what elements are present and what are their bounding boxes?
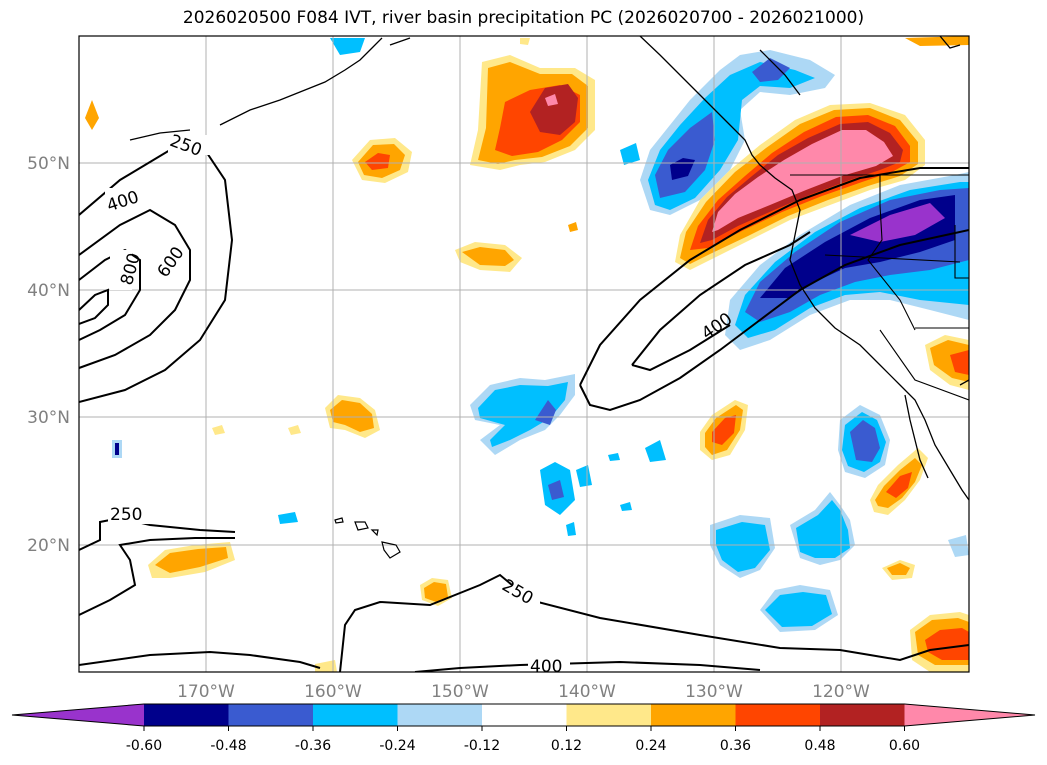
colorbar-segment — [820, 704, 905, 726]
colorbar: -0.60 -0.48 -0.36 -0.24 -0.12 0.12 0.24 … — [11, 703, 1036, 754]
colorbar-segment — [482, 704, 567, 726]
colorbar-tick-label: -0.24 — [379, 738, 415, 754]
lon-label-140w: 140°W — [558, 682, 616, 702]
colorbar-tick-label: 0.36 — [720, 738, 751, 754]
colorbar-segment — [144, 704, 229, 726]
latitude-labels: 50°N 40°N 30°N 20°N — [27, 154, 70, 556]
longitude-labels: 170°W 160°W 150°W 140°W 130°W 120°W — [177, 682, 870, 702]
colorbar-tick-label: -0.12 — [464, 738, 500, 754]
contour-label-400-south: 400 — [530, 657, 562, 677]
lon-label-150w: 150°W — [431, 682, 489, 702]
colorbar-upper-extension — [904, 704, 1035, 726]
colorbar-tick-label: 0.24 — [635, 738, 666, 754]
map-gridlines — [79, 36, 969, 672]
lon-label-130w: 130°W — [685, 682, 743, 702]
colorbar-segment — [735, 704, 820, 726]
ivt-contour-labels: 250 400 600 800 250 250 400 400 — [104, 131, 736, 677]
colorbar-segment — [651, 704, 736, 726]
colorbar-segment — [228, 704, 313, 726]
map-frame — [78, 35, 970, 673]
lat-label-50n: 50°N — [27, 154, 70, 174]
lon-label-160w: 160°W — [304, 682, 362, 702]
contour-label-250-south: 250 — [110, 505, 142, 525]
lon-label-120w: 120°W — [812, 682, 870, 702]
lon-label-170w: 170°W — [177, 682, 235, 702]
precip-anomaly-fill — [85, 36, 969, 672]
colorbar-segment — [313, 704, 398, 726]
lat-label-40n: 40°N — [27, 281, 70, 301]
map-plot-area — [79, 36, 969, 672]
colorbar-tick-label: -0.60 — [126, 738, 162, 754]
colorbar-lower-extension — [12, 704, 144, 726]
colorbar-tick-label: 0.12 — [551, 738, 582, 754]
map-title: 2026020500 F084 IVT, river basin precipi… — [182, 8, 865, 28]
colorbar-tick-label: -0.36 — [295, 738, 331, 754]
colorbar-segment — [397, 704, 482, 726]
coastlines — [129, 36, 969, 501]
lat-label-30n: 30°N — [27, 408, 70, 428]
colorbar-tick-label: 0.60 — [889, 738, 920, 754]
hawaiian-islands — [334, 517, 401, 559]
colorbar-tick-label: -0.48 — [210, 738, 246, 754]
lat-label-20n: 20°N — [27, 536, 70, 556]
colorbar-segment — [566, 704, 651, 726]
colorbar-tick-label: 0.48 — [804, 738, 835, 754]
